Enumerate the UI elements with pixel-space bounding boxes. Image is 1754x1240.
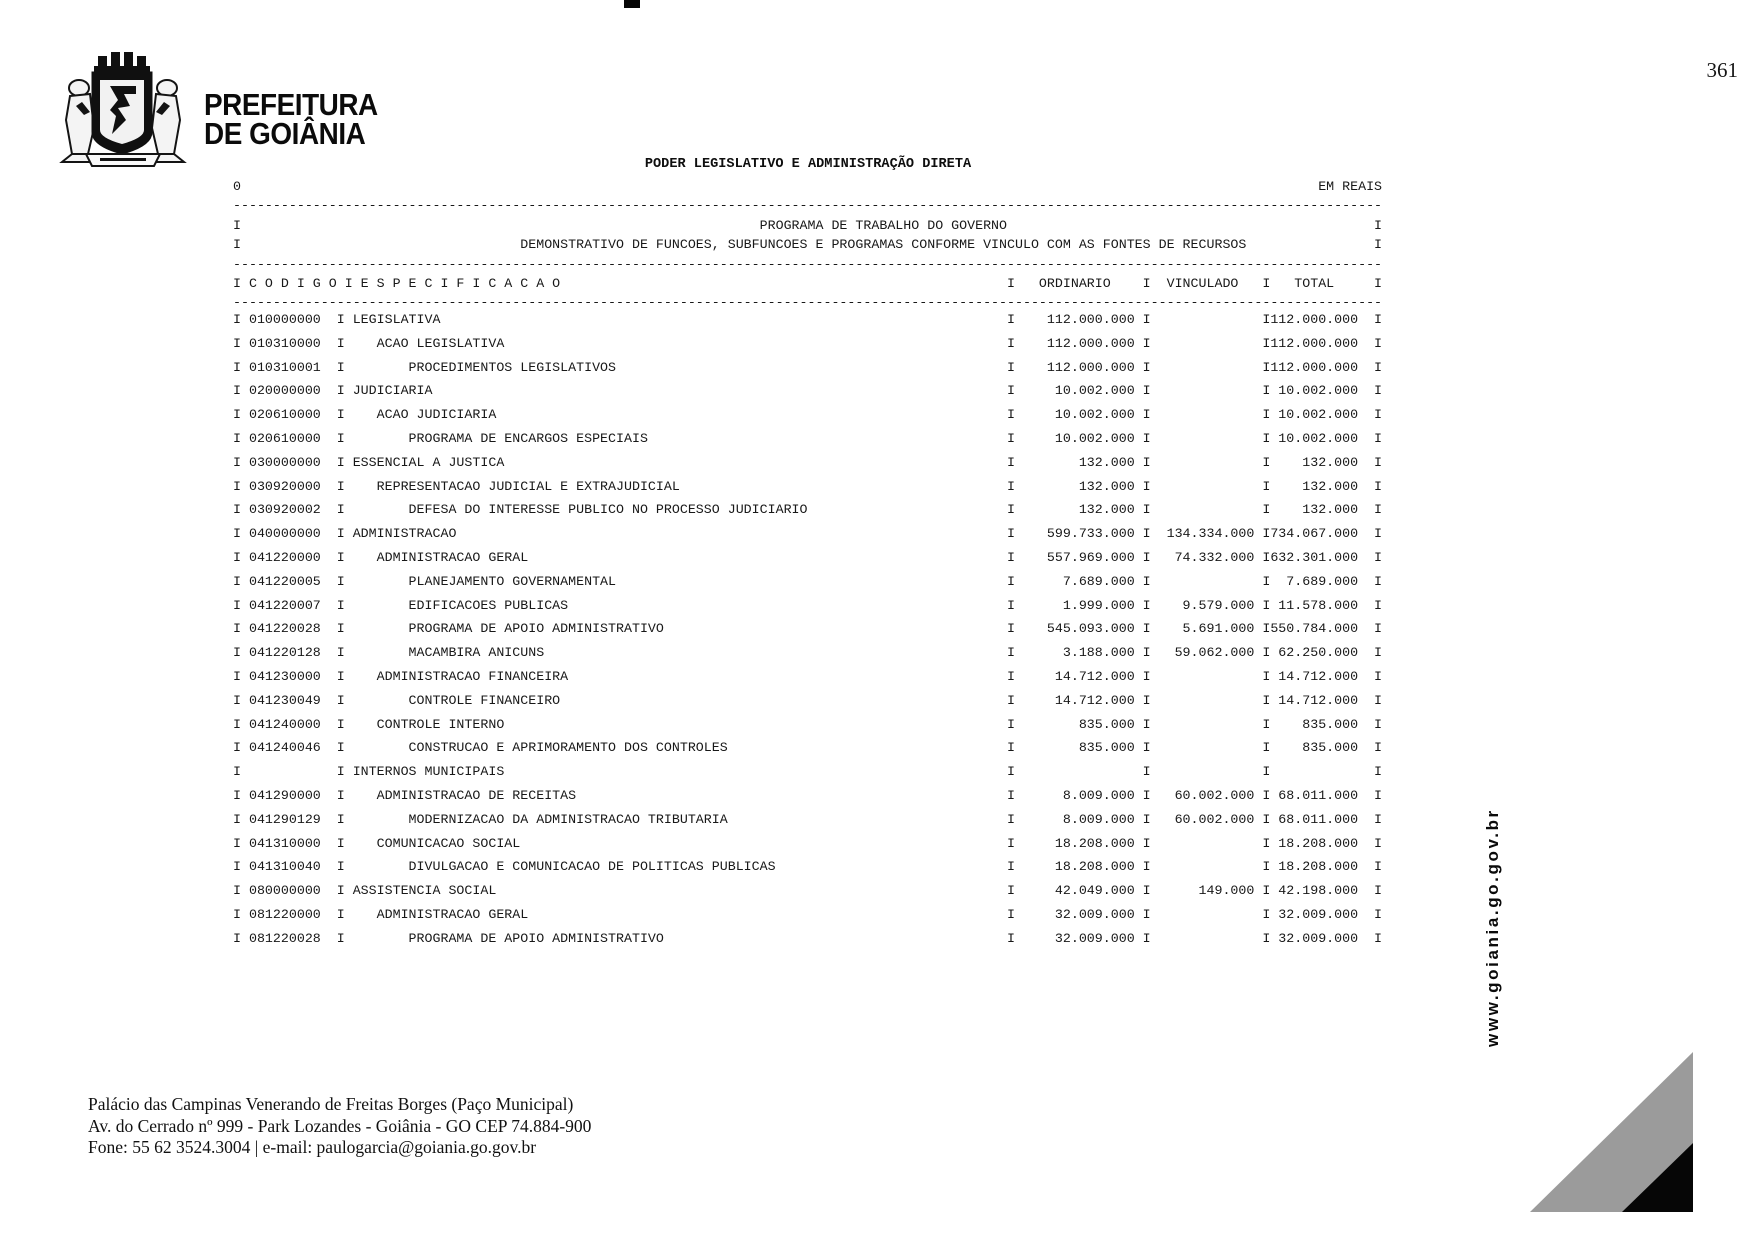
coat-of-arms-icon — [59, 52, 187, 167]
footer-address: Palácio das Campinas Venerando de Freita… — [88, 1094, 591, 1159]
page-number: 361 — [1706, 58, 1739, 82]
footer-line3: Fone: 55 62 3524.3004 | e-mail: paulogar… — [88, 1137, 537, 1157]
scan-speck — [624, 0, 640, 8]
report-title: PODER LEGISLATIVO E ADMINISTRAÇÃO DIRETA — [644, 157, 972, 172]
logo-line2: DE GOIÂNIA — [204, 116, 366, 151]
table-header-block: 0 EM REAIS -----------------------------… — [233, 179, 1383, 311]
website-vertical-text: www.goiania.go.gov.br — [1483, 808, 1502, 1047]
corner-triangle-decoration — [1530, 1052, 1693, 1212]
logo-wordmark: PREFEITURA DE GOIÂNIA — [204, 87, 378, 151]
footer-line1: Palácio das Campinas Venerando de Freita… — [88, 1094, 574, 1114]
footer-line2: Av. do Cerrado nº 999 - Park Lozandes - … — [88, 1115, 592, 1136]
logo-line1: PREFEITURA — [204, 87, 378, 122]
table-rows-block: I 010000000 I LEGISLATIVA I 112.000.000 … — [233, 312, 1383, 946]
goiania-logo: PREFEITURA DE GOIÂNIA — [52, 50, 382, 175]
